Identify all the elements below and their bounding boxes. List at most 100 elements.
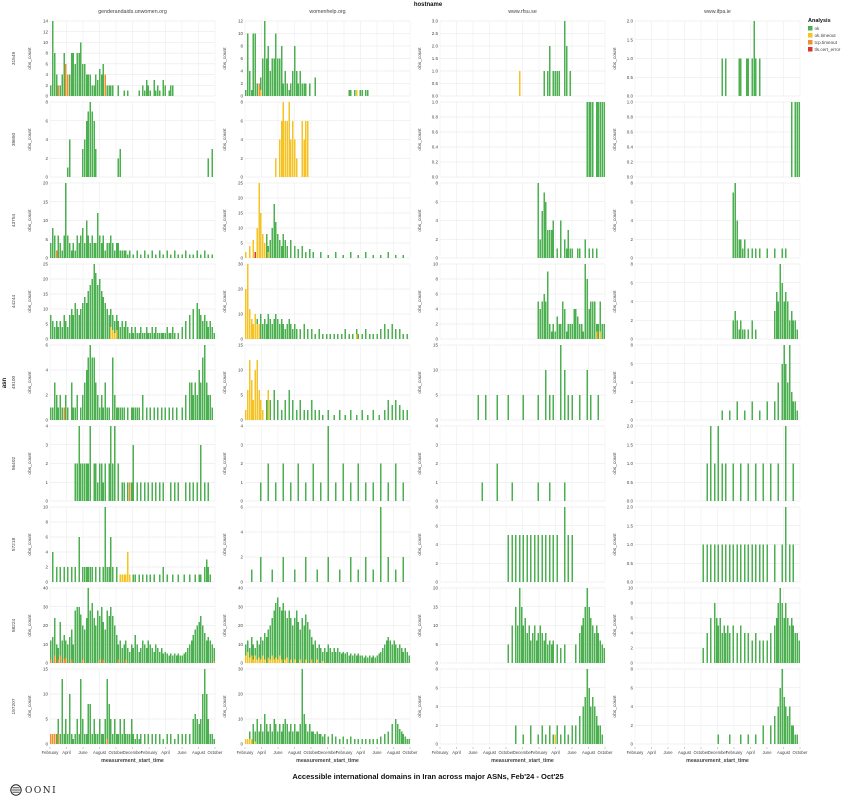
y-axis-label: obs_count [612, 452, 618, 475]
bar-segment [147, 640, 150, 663]
bar-segment [149, 90, 152, 96]
y-tick-label: 5 [435, 642, 438, 647]
bar-segment [331, 651, 333, 663]
bar-segment [149, 574, 152, 582]
y-tick-label: 3 [240, 442, 243, 447]
bar-segment [292, 120, 294, 177]
bar-segment [85, 567, 88, 582]
bar-segment [511, 625, 513, 663]
bar-segment [123, 644, 125, 663]
bar-segment [597, 725, 600, 744]
bar-segment [59, 655, 62, 663]
bar-segment [588, 687, 590, 744]
facet-col-dimension-title: hostname [414, 2, 443, 8]
bar-segment [303, 714, 305, 744]
bar-segment [166, 653, 168, 663]
bar-segment [785, 426, 787, 501]
bar-segment [108, 243, 110, 258]
bar-segment [770, 463, 772, 501]
bar-segment [172, 407, 174, 420]
y-tick-label: 8 [630, 343, 633, 348]
y-tick-label: 6 [435, 685, 438, 690]
bar-segment [357, 653, 360, 663]
y-axis-label: obs_count [222, 371, 228, 394]
bar-segment [269, 724, 272, 744]
bar-segment [751, 401, 753, 420]
bar-segment [112, 330, 114, 339]
bar-segment [143, 333, 146, 339]
bar-segment [297, 83, 300, 96]
bar-segment [265, 400, 268, 420]
bar-segment [702, 544, 705, 582]
bar-segment [327, 644, 330, 663]
bar-segment [548, 535, 551, 582]
bar-segment [550, 331, 553, 339]
bar-segment [355, 334, 358, 339]
bar-segment [541, 633, 543, 663]
bar-segment [112, 315, 114, 330]
bar-segment [556, 644, 558, 663]
bar-segment [245, 655, 247, 663]
bar-segment [80, 42, 82, 96]
bar-segment [543, 71, 545, 96]
bar-segment [97, 213, 99, 258]
bar-segment [149, 333, 152, 339]
y-tick-label: 4 [630, 704, 633, 709]
bar-segment [113, 426, 116, 501]
bar-segment [83, 629, 86, 663]
bar-segment [188, 382, 191, 420]
bar-segment [128, 651, 131, 663]
x-tick-label: August [93, 750, 107, 755]
bar-segment [269, 71, 272, 96]
y-tick-label: 0 [435, 256, 438, 261]
bar-segment [93, 120, 95, 177]
bar-segment [158, 482, 161, 501]
bar-segment [751, 544, 753, 582]
y-tick-label: 6 [630, 616, 633, 621]
bar-segment [188, 574, 191, 582]
bar-segment [288, 731, 290, 744]
y-tick-label: 2.0 [627, 505, 634, 510]
y-tick-label: 5 [435, 393, 438, 398]
bar-segment [145, 407, 148, 420]
y-tick-label: 4 [45, 137, 48, 142]
bar-segment [177, 653, 180, 663]
bar-segment [143, 250, 146, 258]
x-tick-label: April [647, 750, 655, 755]
bar-segment [595, 324, 598, 332]
bar-segment [254, 741, 257, 744]
y-tick-label: 15 [238, 211, 244, 216]
bar-segment [89, 102, 92, 177]
bar-segment [142, 574, 144, 582]
bar-segment [333, 415, 335, 420]
bar-segment [318, 329, 320, 339]
y-tick-label: 0 [240, 256, 243, 261]
y-tick-label: 20 [238, 692, 244, 697]
bar-segment [57, 734, 60, 744]
x-tick-label: February [726, 750, 744, 755]
row-facet-label: 43754 [11, 214, 17, 228]
bar-segment [185, 734, 187, 744]
y-tick-label: 0 [240, 337, 243, 342]
bar-segment [361, 334, 363, 339]
bar-segment [267, 246, 270, 252]
bar-segment [582, 706, 585, 744]
bar-segment [200, 315, 202, 339]
bar-segment [61, 250, 63, 258]
bar-segment [83, 734, 86, 744]
bar-segment [725, 463, 727, 501]
bar-segment [65, 321, 67, 339]
bar-segment [312, 731, 315, 744]
bar-segment [70, 250, 73, 258]
bar-segment [82, 228, 84, 258]
bar-segment [158, 651, 161, 663]
bar-segment [755, 248, 757, 258]
bar-segment [245, 410, 247, 420]
bar-segment [277, 234, 279, 258]
bar-segment [556, 248, 558, 258]
bar-segment [160, 333, 163, 339]
